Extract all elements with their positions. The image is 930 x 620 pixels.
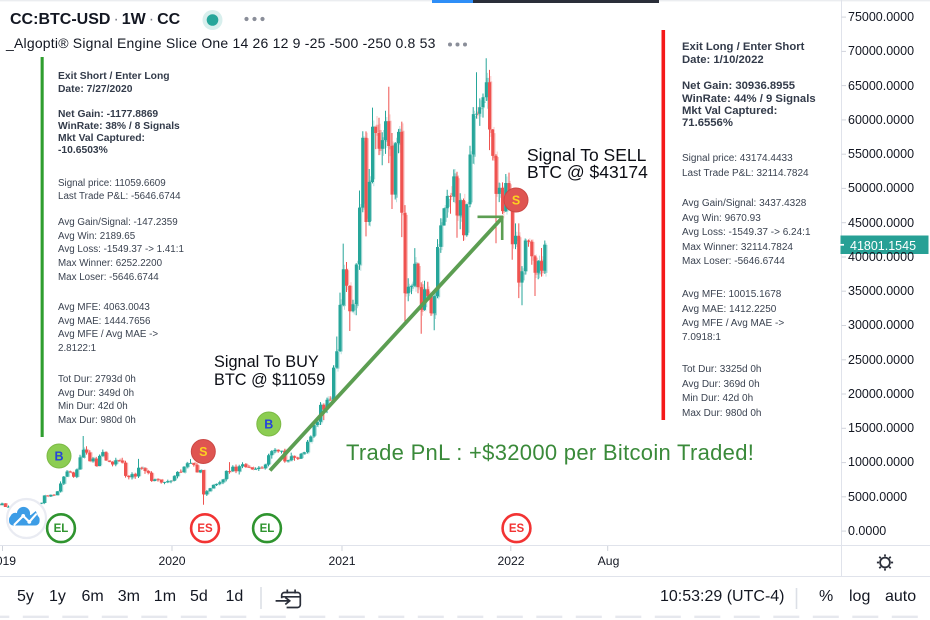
svg-text:EL: EL: [260, 523, 275, 535]
svg-text:B: B: [54, 450, 63, 464]
svg-text:ES: ES: [509, 523, 525, 535]
svg-text:S: S: [512, 194, 520, 208]
svg-text:B: B: [264, 418, 273, 432]
svg-text:S: S: [199, 445, 207, 459]
svg-text:EL: EL: [54, 523, 69, 535]
svg-text:ES: ES: [197, 523, 213, 535]
